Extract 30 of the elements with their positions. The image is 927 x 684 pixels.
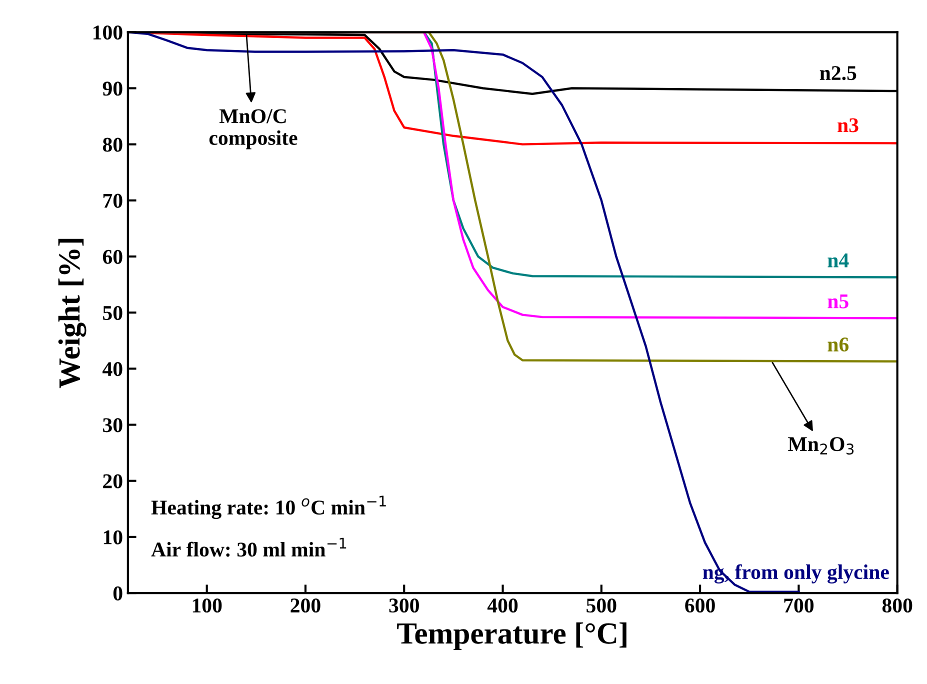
x-tick-label: 600: [685, 598, 715, 613]
series-label: n2.5: [820, 66, 856, 80]
y-tick-label: 30: [103, 418, 122, 432]
x-axis-title: Temperature [°C]: [397, 622, 626, 650]
x-tick-label: 800: [882, 598, 912, 613]
y-tick-label: 0: [113, 586, 122, 600]
y-axis-title: Weight [%]: [58, 238, 86, 388]
series-label: n4: [828, 253, 849, 268]
annotation: Heating rate: 10 $^{o}$C min$^{−1}$: [151, 496, 386, 519]
x-tick-label: 100: [192, 598, 222, 613]
y-tick-label: 80: [102, 138, 122, 152]
y-tick-label: 50: [103, 306, 122, 320]
x-tick-label: 300: [389, 598, 419, 613]
series-label: n6: [828, 338, 849, 352]
series-label: n3: [838, 118, 858, 132]
y-tick-label: 20: [103, 474, 122, 488]
y-tick-label: 40: [102, 362, 122, 376]
annotation: Air flow: 30 ml min$^{−1}$: [151, 538, 346, 557]
x-tick-label: 200: [290, 598, 320, 613]
x-tick-label: 400: [487, 598, 518, 613]
annotation: MnO/C composite: [209, 109, 298, 150]
y-tick-label: 60: [102, 250, 122, 264]
y-tick-label: 70: [103, 194, 122, 208]
y-tick-label: 100: [93, 26, 122, 40]
y-tick-label: 10: [104, 530, 122, 544]
y-tick-label: 90: [102, 82, 122, 96]
x-tick-label: 700: [784, 598, 814, 613]
annotation: Mn$_{2}$O$_{3}$: [788, 437, 854, 455]
series-label: n5: [828, 294, 848, 308]
x-tick-label: 500: [586, 598, 616, 613]
